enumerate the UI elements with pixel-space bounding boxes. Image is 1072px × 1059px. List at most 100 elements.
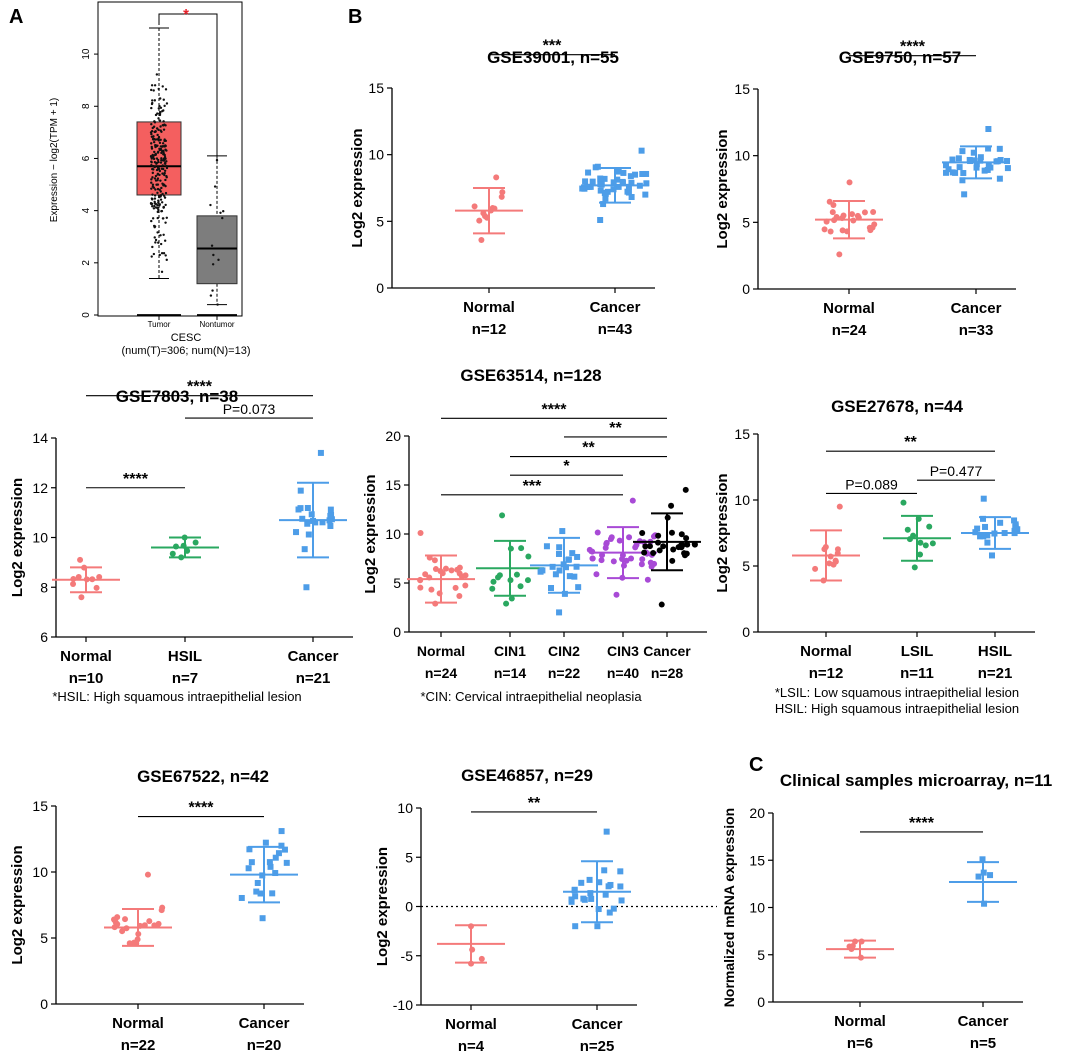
data-point <box>596 879 603 886</box>
data-point <box>151 205 154 208</box>
data-point <box>163 169 167 173</box>
data-point <box>93 584 100 591</box>
data-point <box>625 189 632 196</box>
data-point <box>579 185 586 192</box>
data-point <box>150 142 153 145</box>
data-point <box>157 135 161 139</box>
data-point <box>513 571 520 578</box>
data-point <box>158 111 162 115</box>
significance-label: **** <box>189 800 215 817</box>
data-point <box>308 511 315 518</box>
data-point <box>150 178 153 181</box>
group-count-label: n=7 <box>172 670 198 687</box>
data-point <box>146 918 153 925</box>
data-point <box>151 193 154 196</box>
data-point <box>977 157 984 164</box>
panel-label-a: A <box>9 6 23 28</box>
data-point <box>952 169 959 176</box>
data-point <box>164 162 167 165</box>
data-point <box>159 190 162 193</box>
data-point <box>668 529 675 536</box>
y-axis-label: Log2 expression <box>374 847 391 966</box>
data-point <box>683 535 690 542</box>
data-point <box>254 879 261 886</box>
significance-bracket <box>158 13 218 156</box>
data-point <box>428 586 435 593</box>
data-point <box>498 193 505 200</box>
data-point <box>75 574 82 581</box>
y-axis-label: Normalized mRNA expression <box>721 808 737 1007</box>
data-point <box>156 150 160 154</box>
y-tick-label: 8 <box>81 103 92 109</box>
data-point <box>929 540 936 547</box>
y-tick-label: 15 <box>368 80 384 96</box>
data-point <box>830 201 837 208</box>
data-point <box>272 870 279 877</box>
data-point <box>317 449 324 456</box>
data-point <box>605 883 612 890</box>
group-count-label: n=24 <box>425 665 458 681</box>
group-count-label: n=43 <box>598 321 633 338</box>
data-point <box>164 254 167 257</box>
data-point <box>152 140 156 144</box>
group-count-label: n=12 <box>472 321 507 338</box>
data-point <box>589 178 596 185</box>
data-point <box>945 166 952 173</box>
x-tick-label: Cancer <box>643 643 691 659</box>
data-point <box>552 571 559 578</box>
data-point <box>977 154 984 161</box>
data-point <box>157 194 161 197</box>
group-count-label: n=33 <box>959 322 994 339</box>
data-point <box>149 202 153 205</box>
data-point <box>681 552 688 559</box>
data-point <box>154 241 157 244</box>
group-count-label: n=21 <box>978 665 1013 682</box>
data-point <box>162 194 166 197</box>
data-point <box>162 120 165 123</box>
data-point <box>163 155 167 159</box>
data-point <box>489 585 496 592</box>
data-point <box>153 99 157 102</box>
data-point <box>150 106 153 110</box>
data-point <box>151 167 154 171</box>
boxplot-cesc: Expression − log2(TPM + 1) 0 2 4 6 8 10 Tumor No… <box>49 1 251 357</box>
y-tick-label: -5 <box>401 948 414 964</box>
data-point <box>555 550 562 557</box>
data-point <box>303 584 310 591</box>
y-tick-label: 12 <box>32 480 48 496</box>
data-point <box>154 144 157 147</box>
data-point <box>979 856 986 863</box>
data-point <box>598 557 605 564</box>
x-tick-label: Normal <box>112 1015 164 1032</box>
data-point <box>617 868 624 875</box>
data-point <box>305 531 312 538</box>
data-point <box>169 550 176 557</box>
data-point <box>248 859 255 866</box>
data-point <box>641 549 648 556</box>
data-point <box>994 158 1001 165</box>
data-point <box>568 896 575 903</box>
data-point <box>153 121 157 124</box>
data-point <box>156 206 159 210</box>
data-point <box>158 253 161 257</box>
data-point <box>632 171 639 178</box>
data-point <box>559 528 566 535</box>
data-point <box>152 125 156 128</box>
data-point <box>165 102 169 105</box>
data-point <box>956 164 963 171</box>
x-tick-label: Cancer <box>288 648 339 665</box>
x-tick-label: HSIL <box>978 643 1012 660</box>
group-count-label: n=25 <box>580 1038 615 1054</box>
chart-title: GSE63514, n=128 <box>460 366 601 385</box>
data-point <box>156 166 160 170</box>
data-point <box>153 225 157 228</box>
data-point <box>834 546 841 553</box>
data-point <box>571 887 578 894</box>
data-point <box>253 888 260 895</box>
x-tick-label: Cancer <box>590 299 641 316</box>
data-point <box>827 228 834 235</box>
data-point <box>164 221 167 224</box>
data-point <box>151 183 155 186</box>
data-point <box>586 183 593 190</box>
